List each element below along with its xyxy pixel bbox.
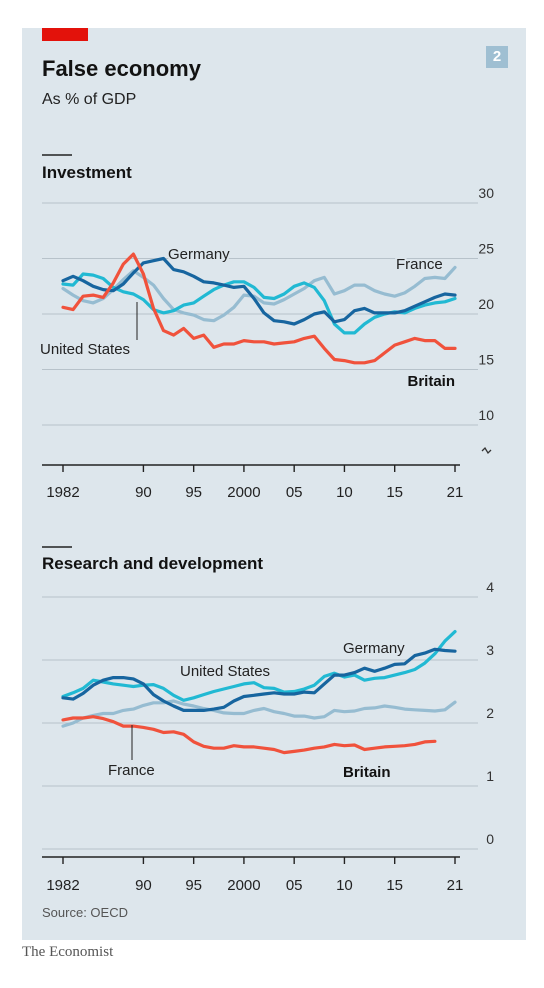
x-tick-label: 95 <box>185 484 202 501</box>
x-tick-label: 21 <box>447 484 464 501</box>
series-label-britain: Britain <box>407 373 455 390</box>
chart-title: False economy <box>42 56 201 81</box>
x-tick-label: 10 <box>336 877 353 894</box>
y-tick-label: 25 <box>478 241 494 257</box>
x-tick-label: 90 <box>135 484 152 501</box>
series-line-germany <box>61 647 457 712</box>
y-tick-label: 30 <box>478 185 494 201</box>
chart-subtitle: As % of GDP <box>42 91 137 108</box>
series-label-united-states: United States <box>40 341 130 358</box>
x-tick-label: 05 <box>286 484 303 501</box>
x-tick-label: 2000 <box>227 877 260 894</box>
series-label-united-states: United States <box>180 663 270 680</box>
y-tick-label: 2 <box>486 705 494 721</box>
source-note: Source: OECD <box>42 905 128 920</box>
x-tick-label: 90 <box>135 877 152 894</box>
series-line-france <box>61 699 457 728</box>
series-label-france: France <box>108 762 155 779</box>
x-tick-label: 21 <box>447 877 464 894</box>
y-tick-label: 4 <box>486 579 494 595</box>
publisher-credit: The Economist <box>22 944 114 960</box>
x-tick-label: 1982 <box>46 484 79 501</box>
y-tick-label: 0 <box>486 831 494 847</box>
y-tick-label: 1 <box>486 768 494 784</box>
x-tick-label: 2000 <box>227 484 260 501</box>
brand-tag <box>42 28 88 41</box>
y-tick-label: 3 <box>486 642 494 658</box>
chart-panel: False economy As % of GDP 2 <box>22 28 526 940</box>
series-line-united-states <box>61 630 457 702</box>
x-tick-label: 15 <box>386 484 403 501</box>
series-label-france: France <box>396 256 443 273</box>
y-tick-label: 20 <box>478 296 494 312</box>
series-line-britain <box>61 252 457 365</box>
chart-number-badge: 2 <box>486 46 508 68</box>
series-line-germany <box>61 256 457 326</box>
series-line-britain <box>61 715 437 755</box>
x-tick-label: 05 <box>286 877 303 894</box>
x-tick-label: 10 <box>336 484 353 501</box>
section-title: Investment <box>42 163 132 182</box>
series-label-germany: Germany <box>168 246 230 263</box>
section-title: Research and development <box>42 554 263 573</box>
x-tick-label: 95 <box>185 877 202 894</box>
series-label-germany: Germany <box>343 640 405 657</box>
series-label-britain: Britain <box>343 764 391 781</box>
y-tick-label: 15 <box>478 352 494 368</box>
axis-break-icon <box>481 446 492 455</box>
series-line-france <box>61 265 457 323</box>
x-tick-label: 15 <box>386 877 403 894</box>
x-tick-label: 1982 <box>46 877 79 894</box>
y-tick-label: 10 <box>478 407 494 423</box>
